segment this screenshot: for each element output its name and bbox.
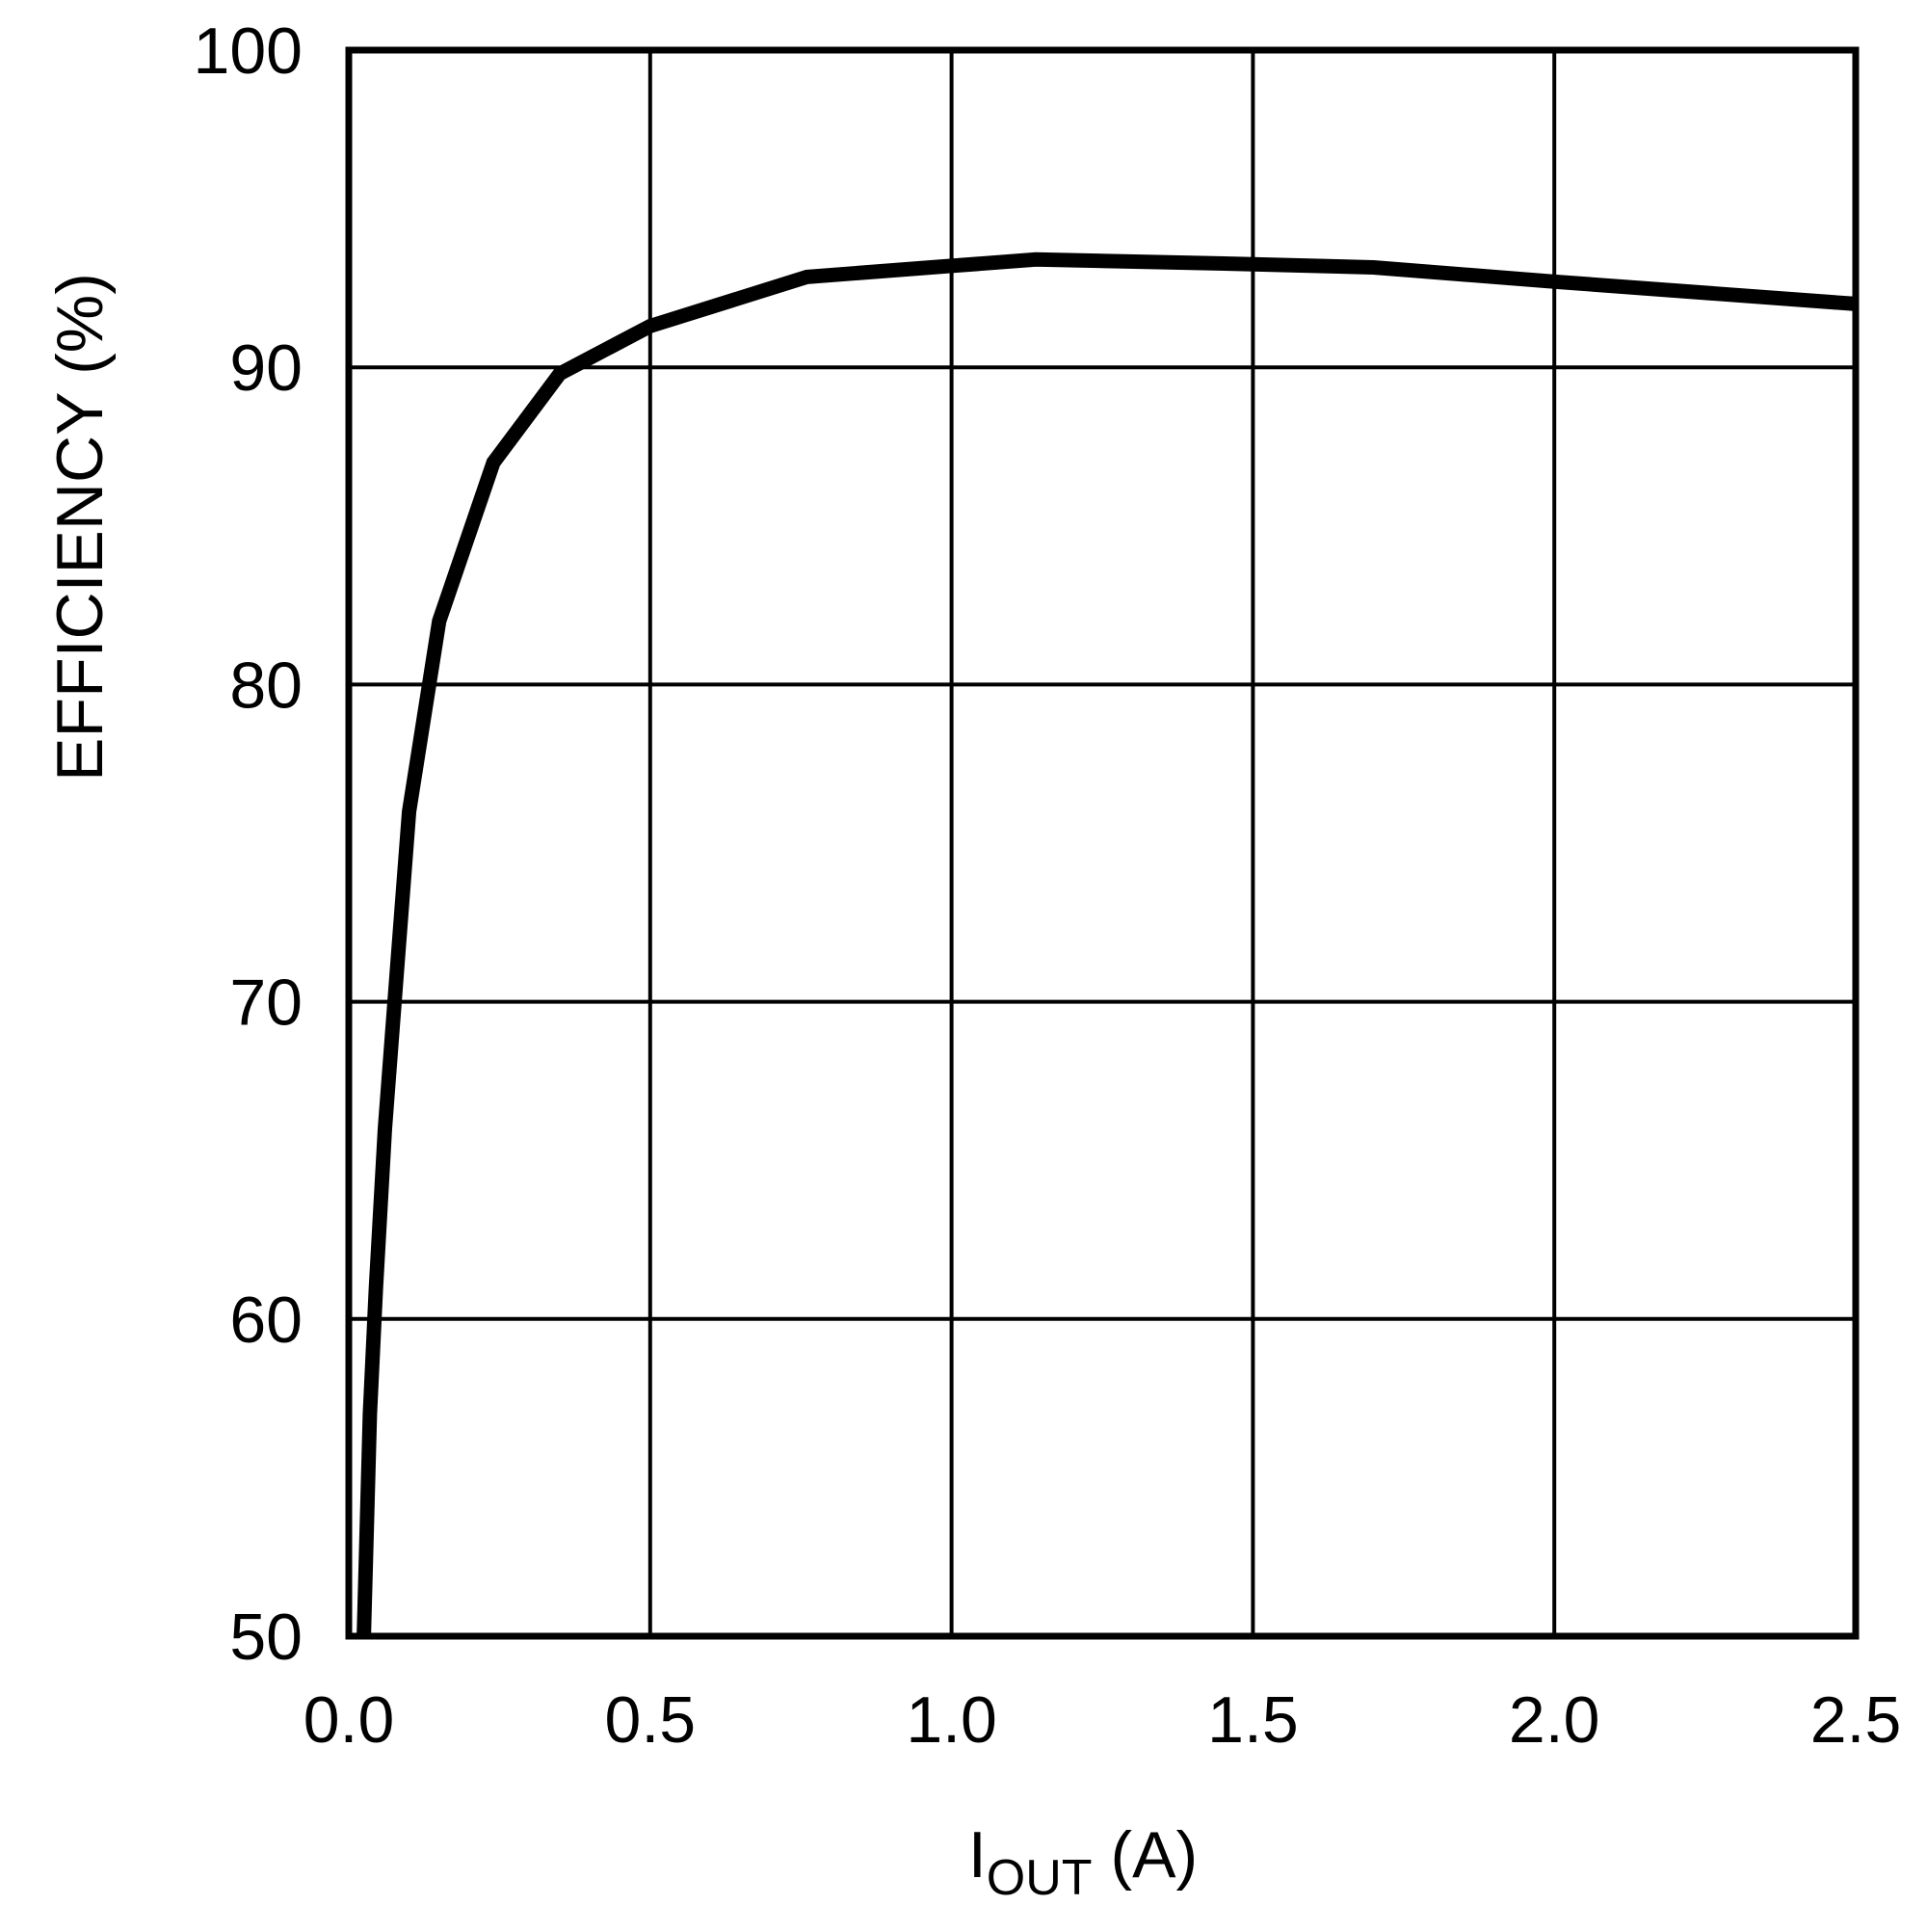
y-tick-label: 100 — [194, 14, 303, 88]
x-tick-label: 1.5 — [1207, 1683, 1299, 1757]
y-axis-ticks: 50 60 70 80 90 100 — [194, 14, 303, 1674]
x-tick-label: 2.5 — [1810, 1683, 1902, 1757]
y-tick-label: 80 — [229, 648, 303, 722]
efficiency-curve — [356, 251, 1857, 1637]
x-tick-label: 0.0 — [304, 1683, 395, 1757]
y-axis-title: EFFICIENCY (%) — [43, 273, 117, 781]
x-axis-title-unit: (A) — [1093, 1818, 1199, 1892]
x-axis-title-subscript: OUT — [987, 1850, 1093, 1906]
x-axis-ticks: 0.0 0.5 1.0 1.5 2.0 2.5 — [304, 1683, 1902, 1757]
plot-frame — [345, 46, 1860, 1640]
x-tick-label: 2.0 — [1509, 1683, 1600, 1757]
y-tick-label: 50 — [229, 1601, 303, 1674]
x-axis-title-main: I — [968, 1818, 987, 1892]
x-tick-label: 1.0 — [906, 1683, 997, 1757]
y-tick-label: 70 — [229, 966, 303, 1040]
series-layer — [356, 251, 1857, 1637]
gridlines — [349, 50, 1856, 1636]
y-tick-label: 60 — [229, 1284, 303, 1357]
x-tick-label: 0.5 — [605, 1683, 697, 1757]
x-axis-title: IOUT (A) — [968, 1818, 1198, 1906]
y-tick-label: 90 — [229, 331, 303, 405]
